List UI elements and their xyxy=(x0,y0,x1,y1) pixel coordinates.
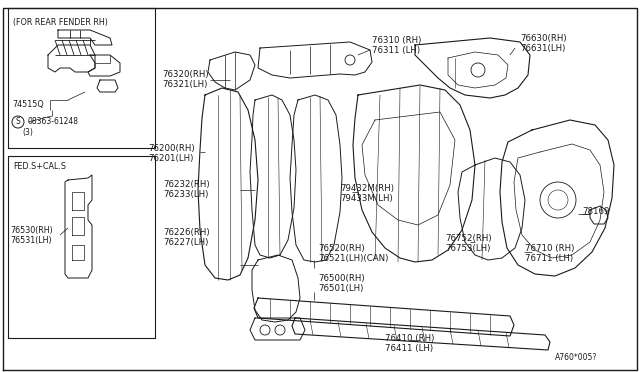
Polygon shape xyxy=(292,318,550,350)
Text: 76226(RH): 76226(RH) xyxy=(163,228,210,237)
Polygon shape xyxy=(252,255,300,322)
Polygon shape xyxy=(258,42,372,78)
Polygon shape xyxy=(250,95,296,258)
Text: 76232(RH): 76232(RH) xyxy=(163,180,210,189)
Polygon shape xyxy=(362,112,455,225)
Polygon shape xyxy=(448,52,508,88)
Text: 79433M(LH): 79433M(LH) xyxy=(340,193,393,202)
Polygon shape xyxy=(208,52,255,90)
Text: (3): (3) xyxy=(22,128,33,137)
Polygon shape xyxy=(458,158,525,260)
Text: 76233(LH): 76233(LH) xyxy=(163,190,209,199)
Polygon shape xyxy=(500,120,614,276)
Text: 76321(LH): 76321(LH) xyxy=(162,80,207,90)
Polygon shape xyxy=(97,80,118,92)
Polygon shape xyxy=(590,206,608,224)
Text: FED.S+CAL.S: FED.S+CAL.S xyxy=(13,162,66,171)
Text: 76631(LH): 76631(LH) xyxy=(520,44,565,52)
Polygon shape xyxy=(65,175,92,278)
Text: 76520(RH): 76520(RH) xyxy=(318,244,365,253)
Polygon shape xyxy=(290,95,342,262)
Text: 76310 (RH): 76310 (RH) xyxy=(372,35,421,45)
Text: 76530(RH): 76530(RH) xyxy=(10,225,52,234)
Text: 76201(LH): 76201(LH) xyxy=(148,154,193,163)
Text: 76411 (LH): 76411 (LH) xyxy=(385,343,433,353)
Polygon shape xyxy=(58,30,112,45)
Text: 74515Q: 74515Q xyxy=(12,100,44,109)
Text: 76521(LH)(CAN): 76521(LH)(CAN) xyxy=(318,253,388,263)
Text: 76531(LH): 76531(LH) xyxy=(10,235,52,244)
Text: 76200(RH): 76200(RH) xyxy=(148,144,195,153)
Text: 76711 (LH): 76711 (LH) xyxy=(525,253,573,263)
Polygon shape xyxy=(48,45,95,72)
Text: 76410 (RH): 76410 (RH) xyxy=(385,334,435,343)
Text: 76500(RH): 76500(RH) xyxy=(318,273,365,282)
Polygon shape xyxy=(353,85,475,262)
Text: 76753(LH): 76753(LH) xyxy=(445,244,490,253)
Text: 76630(RH): 76630(RH) xyxy=(520,33,566,42)
Text: (FOR REAR FENDER RH): (FOR REAR FENDER RH) xyxy=(13,18,108,27)
Text: 08363-61248: 08363-61248 xyxy=(27,118,78,126)
Polygon shape xyxy=(198,88,258,280)
Text: 76227(LH): 76227(LH) xyxy=(163,237,209,247)
Polygon shape xyxy=(415,38,530,98)
Text: A760*005?: A760*005? xyxy=(555,353,597,362)
Text: 76501(LH): 76501(LH) xyxy=(318,283,364,292)
Polygon shape xyxy=(254,298,514,336)
Text: 76752(RH): 76752(RH) xyxy=(445,234,492,243)
Polygon shape xyxy=(88,55,120,76)
Text: 76320(RH): 76320(RH) xyxy=(162,71,209,80)
Text: S: S xyxy=(15,118,20,126)
Text: 79432M(RH): 79432M(RH) xyxy=(340,183,394,192)
Text: 76311 (LH): 76311 (LH) xyxy=(372,45,420,55)
Polygon shape xyxy=(514,144,604,258)
Text: 76710 (RH): 76710 (RH) xyxy=(525,244,574,253)
Text: 78169: 78169 xyxy=(582,208,609,217)
Polygon shape xyxy=(250,318,305,340)
